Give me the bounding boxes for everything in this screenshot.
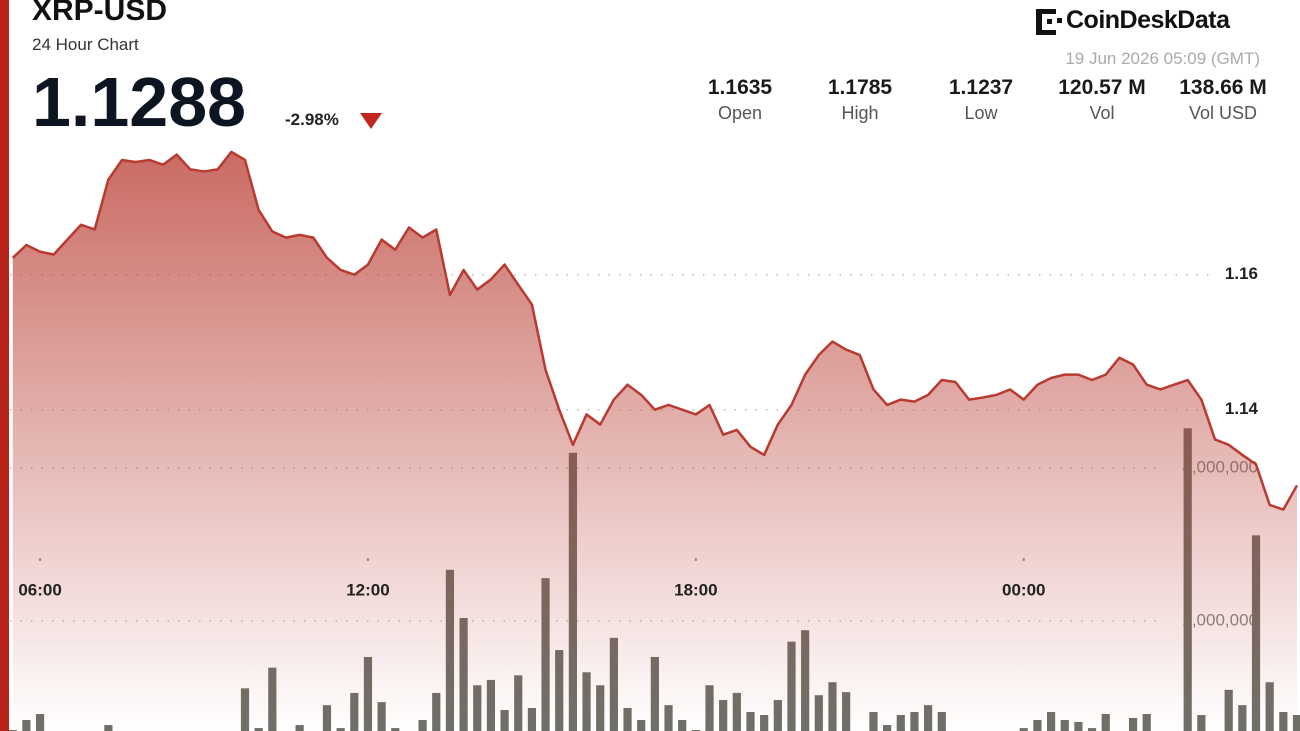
stat: 1.1237 Low bbox=[931, 76, 1031, 124]
price: 1.1288 bbox=[32, 63, 247, 141]
stat-label: Vol bbox=[1089, 103, 1115, 123]
stat-label: Low bbox=[964, 103, 998, 123]
stat-label: High bbox=[841, 103, 879, 123]
change: -2.98% bbox=[285, 110, 339, 129]
stat-value: 1.1785 bbox=[827, 76, 893, 99]
x-tick-label: 18:00 bbox=[674, 580, 717, 599]
stat-value: 1.1237 bbox=[948, 76, 1014, 99]
price-line bbox=[11, 150, 1299, 511]
x-tick-label: 00:00 bbox=[1002, 580, 1045, 599]
stat-value: 1.1635 bbox=[707, 76, 773, 99]
stat: 1.1635 Open bbox=[690, 76, 790, 124]
stat: 120.57 M Vol bbox=[1052, 76, 1152, 124]
stat-label: Open bbox=[717, 103, 763, 123]
x-tick-label: 12:00 bbox=[346, 580, 389, 599]
y-tick-label: 1.14 bbox=[1225, 399, 1259, 418]
stat: 138.66 M Vol USD bbox=[1173, 76, 1273, 124]
accent-stripe bbox=[0, 0, 9, 731]
timestamp: 19 Jun 2026 05:09 (GMT) bbox=[1065, 49, 1260, 68]
stat-value: 120.57 M bbox=[1058, 76, 1146, 99]
stat-label: Vol USD bbox=[1188, 103, 1258, 123]
brand: CoinDeskData bbox=[1066, 6, 1230, 34]
subtitle: 24 Hour Chart bbox=[32, 35, 139, 54]
x-tick-label: 06:00 bbox=[18, 580, 61, 599]
down-arrow bbox=[360, 113, 382, 129]
y-tick-label: 1.16 bbox=[1225, 264, 1258, 283]
title: XRP-USD bbox=[32, 0, 168, 27]
stat: 1.1785 High bbox=[810, 76, 910, 124]
price-area bbox=[12, 151, 1297, 731]
brand-icon bbox=[1036, 9, 1062, 35]
stat-value: 138.66 M bbox=[1179, 76, 1267, 99]
